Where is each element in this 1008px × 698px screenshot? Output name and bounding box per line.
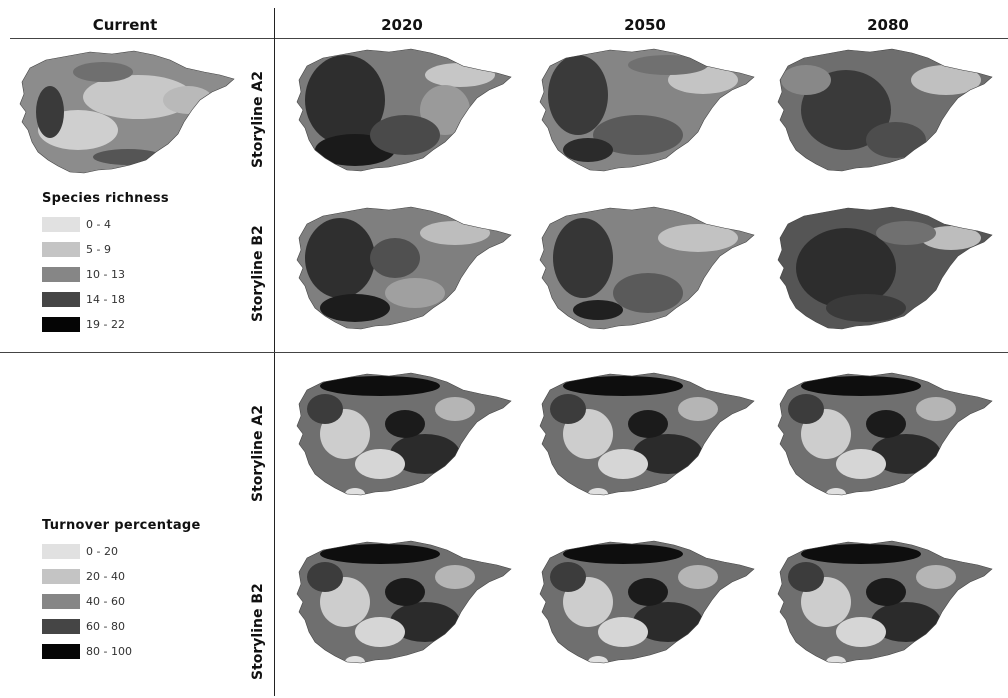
legend-label: 0 - 4	[86, 218, 111, 231]
legend-swatch	[42, 569, 80, 584]
legend-item: 5 - 9	[42, 237, 169, 262]
legend-title: Species richness	[42, 191, 169, 206]
legend-item: 80 - 100	[42, 639, 201, 664]
legend-swatch	[42, 292, 80, 307]
map-richness-b2-2080	[766, 198, 996, 340]
column-header-2080: 2080	[867, 16, 909, 34]
legend-title: Turnover percentage	[42, 518, 201, 533]
map-richness-a2-2020	[285, 40, 515, 182]
column-header-2050: 2050	[624, 16, 666, 34]
row-label-richness-b2: Storyline B2	[250, 225, 266, 322]
legend-label: 20 - 40	[86, 570, 125, 583]
row-label-richness-a2: Storyline A2	[250, 71, 266, 168]
legend-swatch	[42, 644, 80, 659]
legend-item: 19 - 22	[42, 312, 169, 337]
map-turnover-a2-2020	[285, 364, 515, 506]
map-richness-b2-2050	[528, 198, 758, 340]
legend-item: 20 - 40	[42, 564, 201, 589]
legend-item: 40 - 60	[42, 589, 201, 614]
legend-item: 0 - 20	[42, 539, 201, 564]
map-richness-b2-2020	[285, 198, 515, 340]
legend-swatch	[42, 594, 80, 609]
legend-label: 60 - 80	[86, 620, 125, 633]
legend-item: 60 - 80	[42, 614, 201, 639]
legend-item: 10 - 13	[42, 262, 169, 287]
legend-label: 14 - 18	[86, 293, 125, 306]
header-divider	[10, 38, 1008, 39]
legend-swatch	[42, 217, 80, 232]
legend-swatch	[42, 544, 80, 559]
map-turnover-b2-2020	[285, 532, 515, 674]
legend-label: 19 - 22	[86, 318, 125, 331]
legend-swatch	[42, 619, 80, 634]
map-turnover-a2-2050	[528, 364, 758, 506]
legend-label: 5 - 9	[86, 243, 111, 256]
map-turnover-b2-2050	[528, 532, 758, 674]
section-divider	[0, 352, 1008, 353]
legend-label: 0 - 20	[86, 545, 118, 558]
legend-label: 10 - 13	[86, 268, 125, 281]
row-label-turnover-a2: Storyline A2	[250, 405, 266, 502]
map-richness-a2-2080	[766, 40, 996, 182]
map-turnover-b2-2080	[766, 532, 996, 674]
column-header-2020: 2020	[381, 16, 423, 34]
legend-label: 80 - 100	[86, 645, 132, 658]
legend-turnover-percentage: Turnover percentage 0 - 20 20 - 40 40 - …	[42, 518, 201, 664]
legend-item: 14 - 18	[42, 287, 169, 312]
column-header-current: Current	[92, 16, 158, 34]
legend-species-richness: Species richness 0 - 4 5 - 9 10 - 13 14 …	[42, 191, 169, 337]
legend-swatch	[42, 317, 80, 332]
legend-item: 0 - 4	[42, 212, 169, 237]
row-label-turnover-b2: Storyline B2	[250, 583, 266, 680]
legend-label: 40 - 60	[86, 595, 125, 608]
map-richness-a2-2050	[528, 40, 758, 182]
legend-swatch	[42, 242, 80, 257]
map-turnover-a2-2080	[766, 364, 996, 506]
legend-swatch	[42, 267, 80, 282]
map-current-richness	[8, 42, 238, 184]
